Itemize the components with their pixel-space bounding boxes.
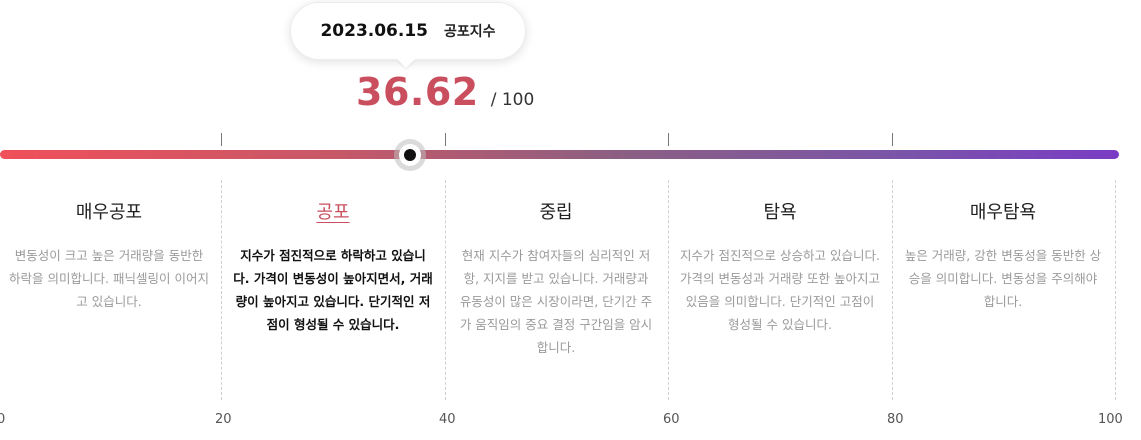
zone-greed: 탐욕 지수가 점진적으로 상승하고 있습니다. 가격의 변동성과 거래량 또한 …	[680, 200, 880, 336]
tooltip-date: 2023.06.15	[320, 21, 428, 41]
gauge-track	[0, 150, 1119, 159]
zone-divider	[445, 180, 446, 400]
axis-label-20: 20	[215, 412, 232, 427]
index-marker-dot	[403, 149, 416, 161]
zone-title: 탐욕	[763, 202, 797, 223]
index-marker[interactable]	[393, 139, 426, 171]
date-tooltip: 2023.06.15 공포지수	[290, 2, 526, 60]
zone-title: 중립	[539, 202, 573, 223]
zone-title-active: 공포	[316, 202, 350, 223]
zone-neutral: 중립 현재 지수가 참여자들의 심리적인 저항, 지지를 받고 있습니다. 거래…	[456, 200, 656, 359]
zone-divider	[668, 180, 669, 400]
index-value: 36.62	[356, 70, 479, 114]
zone-extreme-greed: 매우탐욕 높은 거래량, 강한 변동성을 동반한 상승을 의미합니다. 변동성을…	[903, 200, 1103, 313]
zone-fear: 공포 지수가 점진적으로 하락하고 있습니다. 가격이 변동성이 높아지면서, …	[233, 200, 433, 336]
axis-label-100: 100	[1098, 412, 1123, 427]
tooltip-label: 공포지수	[444, 24, 496, 40]
index-marker-ring	[398, 144, 421, 166]
zone-description-active: 지수가 점진적으로 하락하고 있습니다. 가격이 변동성이 높아지면서, 거래량…	[233, 248, 433, 332]
zone-title: 매우탐욕	[969, 202, 1037, 223]
zone-description: 현재 지수가 참여자들의 심리적인 저항, 지지를 받고 있습니다. 거래량과 …	[459, 248, 653, 355]
index-value-row: 36.62 / 100	[356, 70, 534, 114]
axis-label-0: 0	[0, 412, 6, 427]
index-max: / 100	[490, 90, 535, 110]
zone-divider	[892, 180, 893, 400]
zone-description: 지수가 점진적으로 상승하고 있습니다. 가격의 변동성과 거래량 또한 높아지…	[680, 248, 880, 332]
zone-title: 매우공포	[75, 202, 143, 223]
track-tick	[221, 133, 222, 146]
zone-divider	[1115, 180, 1116, 400]
zone-extreme-fear: 매우공포 변동성이 크고 높은 거래량을 동반한 하락을 의미합니다. 패닉셀링…	[9, 200, 209, 313]
track-tick	[892, 133, 893, 146]
zone-description: 변동성이 크고 높은 거래량을 동반한 하락을 의미합니다. 패닉셀링이 이어지…	[9, 248, 209, 309]
track-tick	[445, 133, 446, 146]
track-tick	[668, 133, 669, 146]
axis-label-40: 40	[439, 412, 456, 427]
axis-label-80: 80	[887, 412, 904, 427]
zone-divider	[221, 180, 222, 400]
zone-description: 높은 거래량, 강한 변동성을 동반한 상승을 의미합니다. 변동성을 주의해야…	[904, 248, 1102, 309]
axis-label-60: 60	[663, 412, 680, 427]
